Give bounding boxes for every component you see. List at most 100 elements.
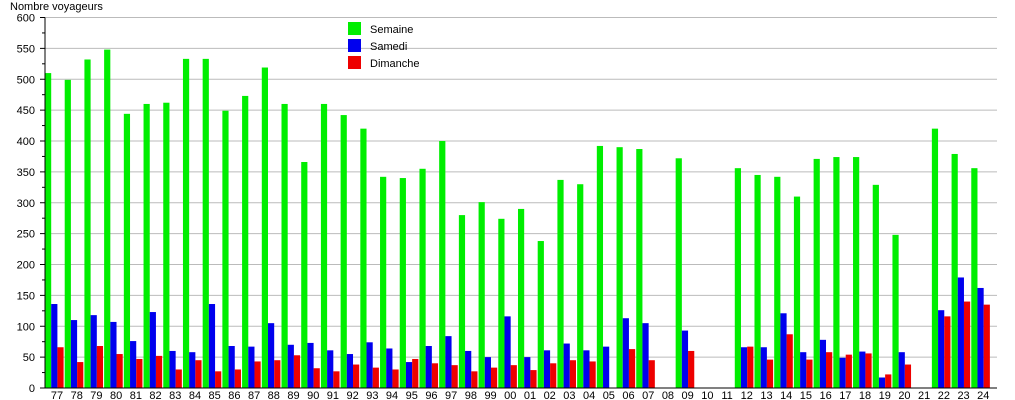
x-tick-label: 85: [209, 390, 221, 400]
bar-dimanche-15: [806, 359, 813, 388]
bar-samedi-94: [386, 348, 393, 388]
legend: Semaine Samedi Dimanche: [348, 22, 420, 70]
bar-semaine-07: [636, 149, 643, 388]
y-tick-label: 450: [17, 105, 35, 117]
legend-label-dimanche: Dimanche: [370, 58, 420, 70]
bar-semaine-87: [242, 95, 249, 389]
bar-semaine-81: [123, 113, 131, 388]
bar-semaine-12: [734, 168, 741, 388]
bar-semaine-14: [774, 176, 781, 388]
bar-samedi-80: [110, 321, 117, 388]
x-tick-label: 12: [741, 390, 753, 400]
bar-dimanche-18: [865, 353, 872, 388]
x-tick-label: 92: [346, 390, 358, 400]
bar-samedi-09: [681, 330, 689, 388]
bar-semaine-23: [951, 153, 958, 388]
bar-dimanche-85: [215, 371, 222, 388]
bar-dimanche-81: [136, 358, 143, 388]
y-tick-label: 600: [17, 13, 35, 25]
bar-samedi-78: [70, 320, 78, 388]
bar-samedi-07: [642, 323, 649, 388]
bar-dimanche-04: [589, 361, 596, 388]
x-tick-label: 77: [51, 390, 63, 400]
x-tick-label: 87: [248, 390, 260, 400]
bar-samedi-93: [366, 342, 373, 388]
bar-dimanche-82: [155, 355, 163, 388]
bar-semaine-03: [557, 179, 564, 388]
bar-samedi-18: [859, 351, 866, 388]
y-tick-label: 350: [17, 167, 35, 179]
bar-dimanche-78: [77, 362, 84, 388]
x-tick-label: 08: [662, 390, 674, 400]
bar-dimanche-91: [333, 371, 340, 388]
legend-swatch-samedi: [348, 39, 361, 52]
bar-samedi-81: [130, 341, 137, 388]
bar-semaine-86: [222, 110, 229, 389]
bar-samedi-15: [800, 352, 807, 388]
x-tick-label: 19: [879, 390, 891, 400]
bar-samedi-99: [484, 357, 491, 388]
bar-dimanche-06: [628, 349, 636, 388]
x-tick-label: 18: [859, 390, 871, 400]
bar-samedi-13: [760, 347, 767, 388]
y-tick-label: 400: [17, 136, 35, 148]
bar-semaine-04: [577, 184, 584, 388]
bar-semaine-97: [439, 141, 446, 388]
bar-semaine-01: [517, 208, 525, 388]
bar-semaine-09: [675, 158, 682, 388]
bar-dimanche-96: [431, 363, 439, 388]
y-tick-label: 150: [17, 290, 35, 302]
bar-dimanche-24: [983, 304, 990, 388]
x-tick-label: 78: [71, 390, 83, 400]
x-tick-label: 03: [563, 390, 575, 400]
y-axis-label: Nombre voyageurs: [10, 1, 103, 13]
bar-samedi-02: [543, 350, 551, 388]
x-tick-label: 06: [622, 390, 634, 400]
bar-dimanche-79: [96, 346, 104, 388]
bar-dimanche-19: [885, 374, 892, 388]
bar-semaine-91: [320, 103, 328, 388]
bar-dimanche-07: [648, 360, 655, 388]
bar-semaine-19: [872, 184, 879, 388]
x-tick-label: 24: [977, 390, 989, 400]
bar-semaine-98: [458, 215, 466, 388]
y-tick-label: 50: [23, 352, 35, 364]
x-tick-label: 91: [327, 390, 339, 400]
bar-dimanche-83: [175, 369, 182, 388]
y-tick-label: 200: [17, 260, 35, 272]
bar-samedi-83: [169, 350, 176, 388]
bar-semaine-92: [340, 115, 347, 388]
bar-dimanche-00: [510, 365, 517, 388]
x-tick-label: 11: [721, 390, 732, 400]
bar-semaine-94: [380, 176, 387, 388]
bar-semaine-20: [892, 234, 899, 388]
x-tick-label: 94: [386, 390, 398, 400]
bar-samedi-16: [819, 339, 827, 388]
bar-dimanche-98: [471, 371, 478, 388]
bar-samedi-97: [445, 336, 452, 388]
bar-dimanche-94: [392, 369, 399, 388]
bar-semaine-15: [793, 196, 801, 388]
x-tick-label: 09: [682, 390, 694, 400]
x-tick-label: 00: [504, 390, 516, 400]
bar-semaine-22: [931, 128, 939, 388]
bar-dimanche-77: [57, 347, 64, 388]
bar-semaine-02: [537, 241, 544, 388]
x-tick-label: 05: [603, 390, 615, 400]
bar-semaine-89: [281, 103, 288, 388]
bar-semaine-88: [261, 67, 268, 388]
bar-samedi-82: [149, 312, 156, 388]
bar-samedi-03: [563, 343, 570, 388]
bar-semaine-90: [301, 161, 308, 388]
x-tick-label: 96: [425, 390, 437, 400]
bar-samedi-14: [780, 313, 787, 388]
bar-dimanche-92: [353, 364, 360, 388]
bar-dimanche-16: [826, 352, 833, 388]
bar-dimanche-09: [688, 350, 695, 388]
x-tick-label: 20: [898, 390, 910, 400]
y-tick-label: 250: [17, 229, 35, 241]
x-tick-label: 99: [484, 390, 496, 400]
y-tick-label: 0: [29, 383, 35, 395]
